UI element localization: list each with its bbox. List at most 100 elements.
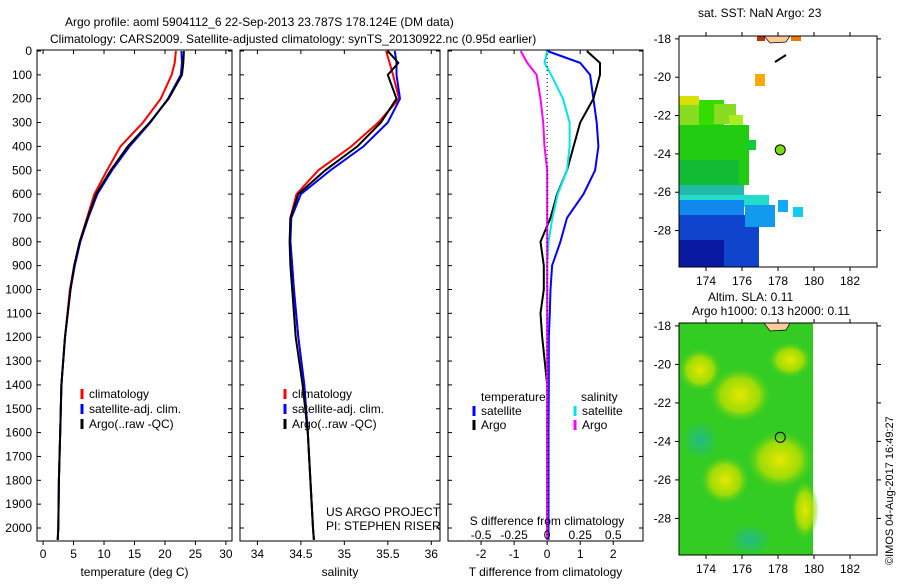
legend-label: Argo(..raw -QC) <box>89 417 174 431</box>
x-tick-label: 10 <box>97 547 111 561</box>
y-tick-label: 300 <box>12 116 32 130</box>
y-tick-label: 1200 <box>5 330 32 344</box>
legend-title-temperature: temperature <box>481 390 546 404</box>
sst-map-title: sat. SST: NaN Argo: 23 <box>698 6 822 20</box>
panel-frame <box>239 49 441 542</box>
island-outline <box>763 36 791 44</box>
x-tick-label: 20 <box>158 547 172 561</box>
x-tick-label: 2 <box>610 547 617 561</box>
lon-tick-label: 178 <box>768 274 788 288</box>
lat-tick-label: -26 <box>654 185 672 199</box>
pi-label: PI: STEPHEN RISER <box>326 519 441 533</box>
x-tick-label: 35 <box>338 547 352 561</box>
y-tick-label: 2000 <box>5 521 32 535</box>
x-tick-label: 15 <box>128 547 142 561</box>
y-tick-label: 1800 <box>5 473 32 487</box>
lat-tick-label: -24 <box>654 434 672 448</box>
y-tick-label: 1000 <box>5 283 32 297</box>
credit-text: ©IMOS 04-Aug-2017 16:49:27 <box>884 416 896 565</box>
x-axis-label: T difference from climatology <box>469 565 623 579</box>
x-tick-label: 25 <box>189 547 203 561</box>
y-tick-label: 1100 <box>6 306 32 320</box>
legend-label: Argo <box>582 418 608 432</box>
lat-tick-label: -26 <box>654 473 672 487</box>
series-line-climatology <box>289 50 401 540</box>
y-tick-label: 900 <box>12 259 32 273</box>
x-tick-label: 36 <box>425 547 439 561</box>
x-tick-label: 1 <box>577 547 584 561</box>
profile-panel-1: 0 5 10 15 20 25 30 temperature (deg C) 0 100 200 30… <box>5 44 233 579</box>
x-tick-label: 0 <box>544 547 551 561</box>
lat-tick-label: -20 <box>654 357 672 371</box>
legend-label: climatology <box>89 387 149 401</box>
series-line-climatology <box>56 50 177 540</box>
lon-tick-label: 180 <box>804 274 824 288</box>
secondary-x-tick-label: 0.25 <box>569 528 593 542</box>
y-tick-label: 1300 <box>5 354 32 368</box>
secondary-x-tick-label: 0.5 <box>605 528 622 542</box>
lon-tick-label: 180 <box>804 562 824 576</box>
y-tick-label: 0 <box>25 44 32 58</box>
legend-label: Argo <box>481 418 507 432</box>
series-line-argo-raw-qc- <box>288 50 400 540</box>
lat-tick-label: -24 <box>654 147 672 161</box>
y-tick-label: 100 <box>12 68 32 82</box>
y-tick-label: 600 <box>12 187 32 201</box>
argo-location-marker <box>774 144 786 156</box>
x-axis-label: temperature (deg C) <box>80 565 188 579</box>
title-line-2: Climatology: CARS2009. Satellite-adjuste… <box>50 32 536 46</box>
legend-label: climatology <box>292 387 352 401</box>
sla-map-title-1: Altim. SLA: 0.11 <box>708 290 793 304</box>
sla-map-title-2: Argo h1000: 0.13 h2000: 0.11 <box>692 304 850 318</box>
legend-label: satellite-adj. clim. <box>89 402 181 416</box>
series-line-s-argo <box>519 50 549 540</box>
lon-tick-label: 178 <box>768 562 788 576</box>
y-tick-label: 700 <box>12 211 32 225</box>
lon-tick-label: 182 <box>840 274 860 288</box>
secondary-x-tick-label: -0.25 <box>500 528 528 542</box>
lon-tick-label: 182 <box>840 562 860 576</box>
y-tick-label: 400 <box>12 139 32 153</box>
lon-tick-label: 174 <box>696 274 716 288</box>
legend-title-salinity: salinity <box>581 390 618 404</box>
y-tick-label: 1600 <box>5 426 32 440</box>
lat-tick-label: -18 <box>654 32 672 46</box>
sst-field <box>679 36 803 267</box>
series-line-satellite-adj-clim- <box>289 50 402 540</box>
lon-tick-label: 176 <box>732 562 752 576</box>
x-tick-label: 0 <box>40 547 47 561</box>
legend-label: Argo(..raw -QC) <box>292 417 377 431</box>
series-line-satellite-adj-clim- <box>56 50 184 540</box>
x-tick-label: 34 <box>251 547 265 561</box>
legend-label: satellite <box>481 404 522 418</box>
panel-frame <box>447 49 644 542</box>
series-line-argo-raw-qc- <box>56 50 185 540</box>
x-tick-label: -2 <box>476 547 487 561</box>
title-line-1: Argo profile: aoml 5904112_6 22-Sep-2013… <box>65 15 454 29</box>
x-tick-label: 35.5 <box>376 547 400 561</box>
y-tick-label: 1700 <box>5 449 32 463</box>
argo-location-marker <box>774 431 786 443</box>
legend-label: satellite-adj. clim. <box>292 402 384 416</box>
profile-panel-3: -2 -1 0 1 2 T difference from climatology temp… <box>447 49 644 579</box>
profile-panel-2: 34 34.5 35 35.5 36 salinity climatologysatelli… <box>239 49 441 579</box>
lat-tick-label: -22 <box>654 396 672 410</box>
legend-label: satellite <box>582 404 623 418</box>
panel-frame <box>36 49 233 542</box>
series-line-t-satellite <box>546 50 600 540</box>
secondary-x-tick-label: -0.5 <box>471 528 492 542</box>
y-tick-label: 1500 <box>5 402 32 416</box>
x-tick-label: -1 <box>509 547 520 561</box>
sla-field <box>679 323 819 555</box>
y-tick-label: 800 <box>12 235 32 249</box>
secondary-x-tick-label: 0 <box>544 528 551 542</box>
lon-tick-label: 174 <box>696 562 716 576</box>
sla-map: Altim. SLA: 0.11 Argo h1000: 0.13 h2000:… <box>654 290 881 576</box>
x-tick-label: 5 <box>70 547 77 561</box>
y-tick-label: 1900 <box>5 497 32 511</box>
x-axis-label: salinity <box>322 565 359 579</box>
y-tick-label: 200 <box>12 92 32 106</box>
y-tick-label: 500 <box>12 163 32 177</box>
lat-tick-label: -18 <box>654 319 672 333</box>
